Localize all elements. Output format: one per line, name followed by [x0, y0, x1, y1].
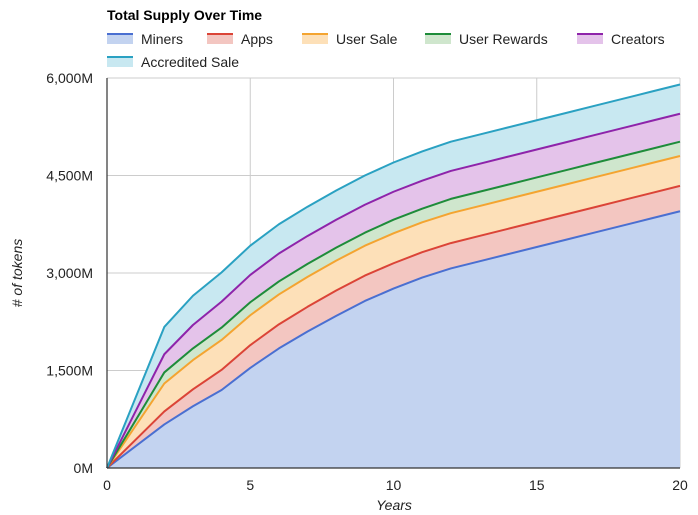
legend-label: User Rewards [459, 31, 548, 47]
series-lines [106, 83, 681, 469]
area-series [107, 84, 680, 468]
y-tick-label: 3,000M [46, 265, 93, 281]
legend-label: User Sale [336, 31, 398, 47]
line-miners [106, 210, 681, 469]
area-creators [107, 113, 680, 468]
legend-label: Accredited Sale [141, 54, 239, 70]
legend-swatch [107, 34, 133, 44]
x-axis-title: Years [376, 497, 412, 513]
line-user-sale [106, 155, 681, 469]
x-tick-label: 10 [386, 477, 402, 493]
legend-label: Creators [611, 31, 665, 47]
line-apps [106, 184, 681, 469]
x-tick-label: 5 [246, 477, 254, 493]
area-user-sale [107, 156, 680, 468]
legend-item-apps: Apps [207, 31, 273, 47]
x-tick-label: 20 [672, 477, 688, 493]
line-creators [106, 112, 681, 469]
line-user-rewards [106, 140, 681, 469]
legend-item-miners: Miners [107, 31, 183, 47]
y-tick-label: 1,500M [46, 363, 93, 379]
area-accredited-sale [107, 84, 680, 468]
area-apps [107, 185, 680, 468]
x-tick-label: 15 [529, 477, 545, 493]
legend-swatch [425, 34, 451, 44]
y-tick-label: 0M [74, 460, 93, 476]
legend-label: Apps [241, 31, 273, 47]
chart-title: Total Supply Over Time [107, 7, 262, 23]
line-accredited-sale [106, 83, 681, 469]
legend: Miners Apps User Sale User Rewards Creators A… [107, 31, 665, 70]
legend-item-user-rewards: User Rewards [425, 31, 548, 47]
legend-swatch [577, 34, 603, 44]
legend-item-accredited-sale: Accredited Sale [107, 54, 239, 70]
y-axis-ticks: 0M 1,500M 3,000M 4,500M 6,000M [46, 70, 93, 476]
legend-item-user-sale: User Sale [302, 31, 398, 47]
legend-swatch [107, 57, 133, 67]
area-miners [107, 211, 680, 468]
y-axis-title: # of tokens [9, 239, 25, 308]
legend-label: Miners [141, 31, 183, 47]
axes [106, 78, 680, 469]
x-axis-ticks: 0 5 10 15 20 [103, 477, 688, 493]
y-tick-label: 6,000M [46, 70, 93, 86]
legend-swatch [302, 34, 328, 44]
legend-item-creators: Creators [577, 31, 665, 47]
y-tick-label: 4,500M [46, 168, 93, 184]
x-tick-label: 0 [103, 477, 111, 493]
legend-swatch [207, 34, 233, 44]
